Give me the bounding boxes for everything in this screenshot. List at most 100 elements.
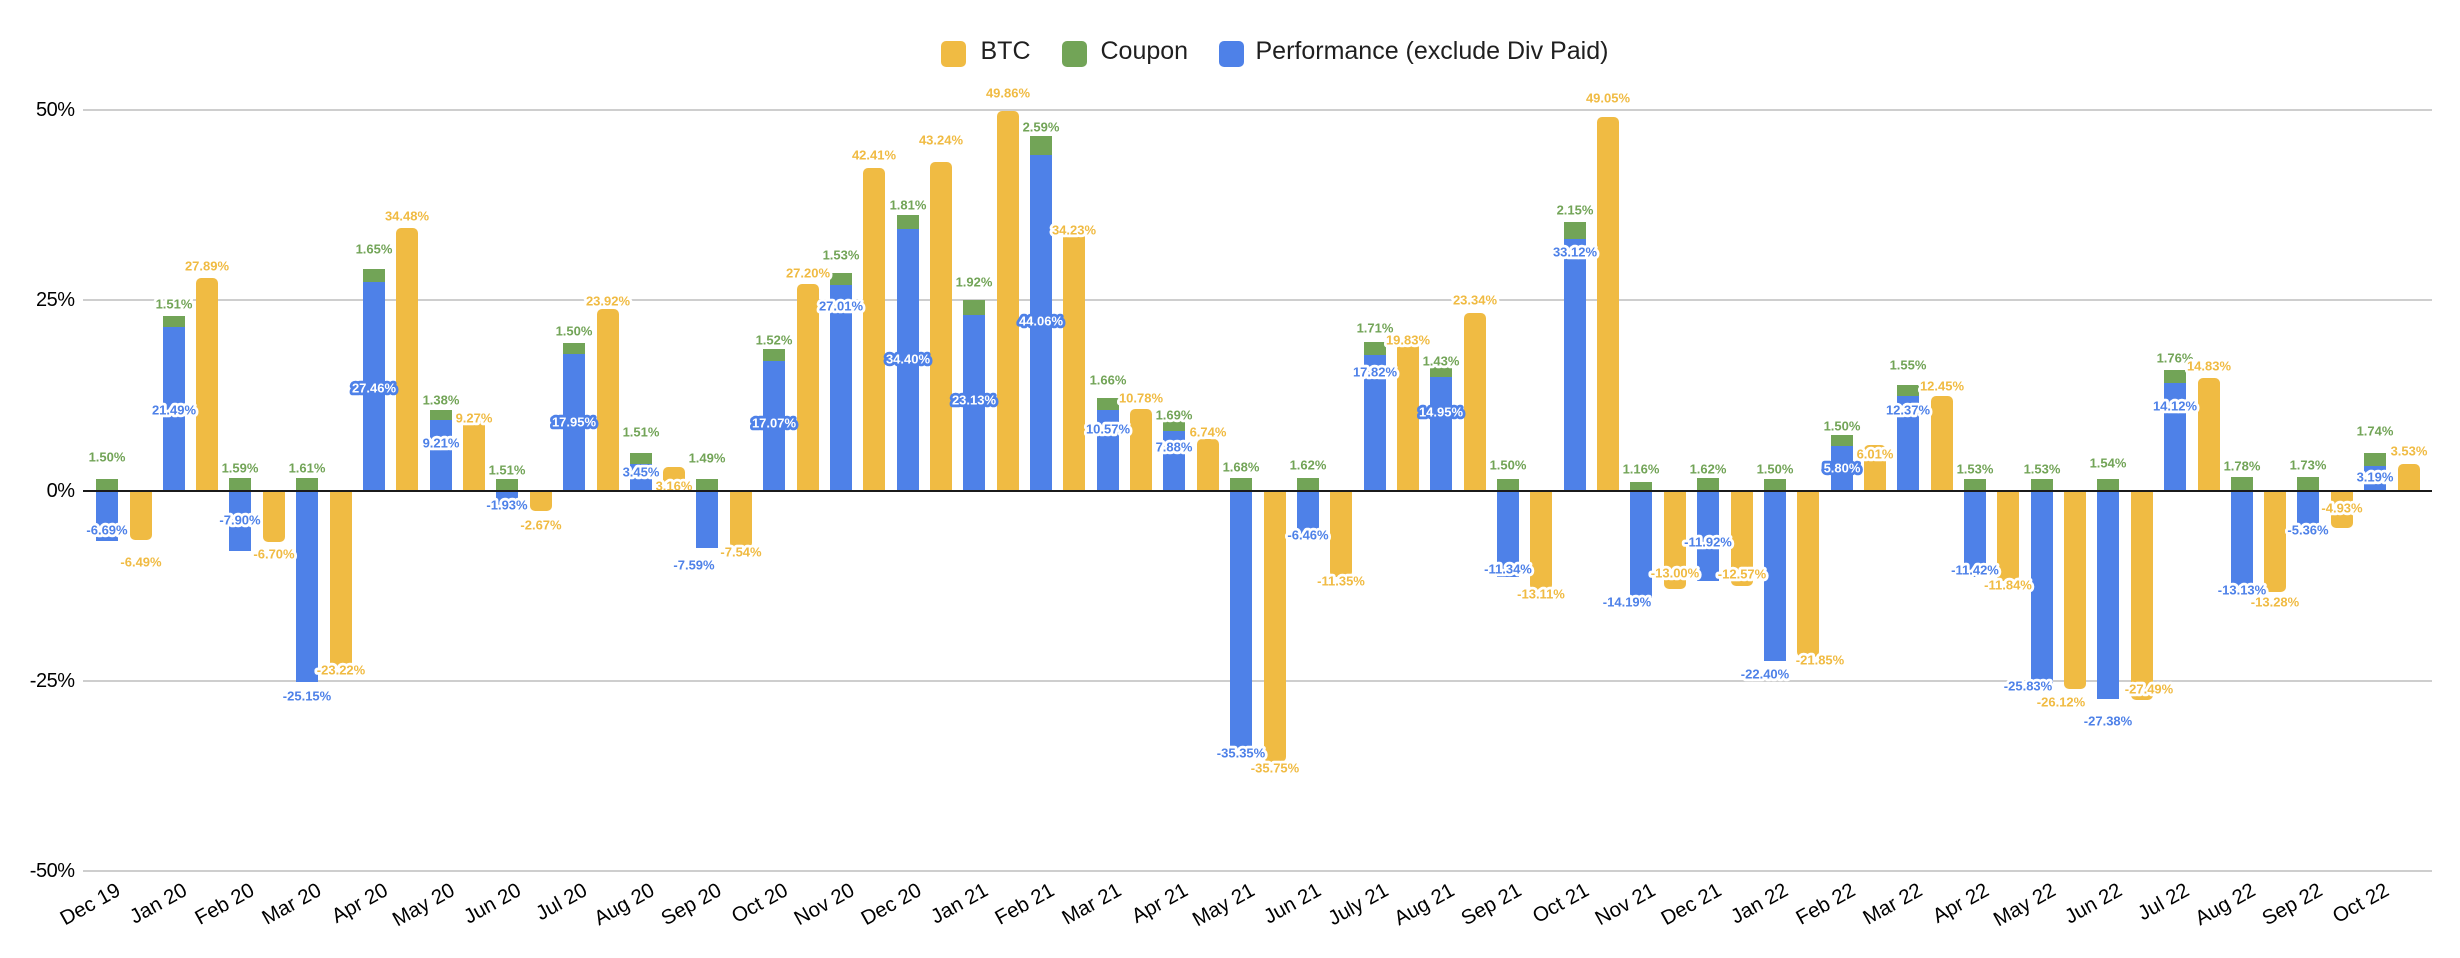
svg-text:17.07%: 17.07%: [752, 416, 797, 431]
svg-text:23.13%: 23.13%: [952, 393, 997, 408]
svg-text:-13.00%: -13.00%: [1651, 566, 1700, 581]
svg-text:2.15%: 2.15%: [1556, 202, 1593, 217]
svg-text:3.53%: 3.53%: [2390, 444, 2427, 459]
svg-text:-27.49%: -27.49%: [2125, 681, 2174, 696]
svg-text:14.12%: 14.12%: [2153, 398, 2198, 413]
svg-text:1.55%: 1.55%: [1890, 357, 1927, 372]
svg-text:27.20%: 27.20%: [786, 265, 831, 280]
svg-text:33.12%: 33.12%: [1553, 244, 1598, 259]
svg-text:-22.40%: -22.40%: [1740, 666, 1789, 681]
svg-text:23.34%: 23.34%: [1453, 293, 1498, 308]
svg-text:-14.19%: -14.19%: [1603, 595, 1652, 610]
svg-text:-5.36%: -5.36%: [2288, 523, 2330, 538]
svg-text:1.16%: 1.16%: [1623, 462, 1660, 477]
svg-text:49.86%: 49.86%: [986, 85, 1031, 100]
svg-text:-1.93%: -1.93%: [487, 497, 529, 512]
svg-text:10.78%: 10.78%: [1119, 391, 1164, 406]
svg-text:17.95%: 17.95%: [552, 414, 597, 429]
svg-text:9.27%: 9.27%: [456, 410, 493, 425]
svg-text:1.69%: 1.69%: [1156, 408, 1193, 423]
svg-text:-13.11%: -13.11%: [1518, 586, 1566, 601]
svg-text:1.66%: 1.66%: [1089, 373, 1126, 388]
svg-text:1.50%: 1.50%: [1756, 462, 1793, 477]
svg-text:17.82%: 17.82%: [1352, 364, 1397, 379]
svg-text:1.50%: 1.50%: [556, 323, 593, 338]
svg-text:-11.34%: -11.34%: [1484, 562, 1532, 577]
svg-text:3.45%: 3.45%: [622, 465, 659, 480]
svg-text:1.43%: 1.43%: [1423, 354, 1460, 369]
svg-text:-13.28%: -13.28%: [2251, 594, 2300, 609]
svg-text:27.01%: 27.01%: [819, 299, 864, 314]
svg-text:1.59%: 1.59%: [222, 460, 259, 475]
svg-text:1.53%: 1.53%: [2023, 461, 2060, 476]
svg-text:-2.67%: -2.67%: [520, 517, 562, 532]
svg-text:-35.35%: -35.35%: [1217, 745, 1266, 760]
svg-text:-13.13%: -13.13%: [2217, 582, 2266, 597]
svg-text:-6.46%: -6.46%: [1287, 527, 1329, 542]
svg-text:42.41%: 42.41%: [852, 147, 897, 162]
svg-text:14.83%: 14.83%: [2186, 359, 2231, 374]
svg-text:-12.57%: -12.57%: [1717, 567, 1766, 582]
svg-text:23.92%: 23.92%: [585, 294, 630, 309]
svg-text:-25.83%: -25.83%: [2003, 678, 2052, 693]
svg-text:1.73%: 1.73%: [2290, 458, 2327, 473]
svg-text:1.76%: 1.76%: [2157, 351, 2194, 366]
svg-text:2.59%: 2.59%: [1022, 119, 1059, 134]
svg-text:1.54%: 1.54%: [2090, 455, 2127, 470]
svg-text:1.74%: 1.74%: [2357, 423, 2394, 438]
svg-text:27.46%: 27.46%: [352, 381, 397, 396]
svg-text:-23.22%: -23.22%: [316, 662, 365, 677]
svg-text:-7.90%: -7.90%: [220, 512, 262, 527]
svg-text:27.89%: 27.89%: [185, 259, 230, 274]
svg-text:10.57%: 10.57%: [1086, 421, 1131, 436]
svg-text:1.53%: 1.53%: [1956, 461, 1993, 476]
svg-text:9.21%: 9.21%: [422, 436, 459, 451]
svg-text:21.49%: 21.49%: [152, 403, 197, 418]
svg-text:1.65%: 1.65%: [355, 241, 392, 256]
svg-text:-27.38%: -27.38%: [2084, 714, 2133, 729]
svg-text:-25.15%: -25.15%: [283, 688, 332, 703]
svg-text:-21.85%: -21.85%: [1796, 653, 1845, 668]
svg-text:14.95%: 14.95%: [1419, 405, 1464, 420]
svg-text:1.81%: 1.81%: [889, 197, 926, 212]
svg-text:1.51%: 1.51%: [622, 425, 659, 440]
svg-text:-7.54%: -7.54%: [720, 545, 762, 560]
svg-text:6.74%: 6.74%: [1189, 424, 1226, 439]
svg-text:1.62%: 1.62%: [1289, 458, 1326, 473]
svg-text:-7.59%: -7.59%: [674, 558, 716, 573]
svg-text:6.01%: 6.01%: [1857, 447, 1894, 462]
svg-text:34.40%: 34.40%: [885, 352, 930, 367]
svg-text:5.80%: 5.80%: [1823, 461, 1860, 476]
svg-text:-11.35%: -11.35%: [1317, 573, 1365, 588]
svg-text:1.49%: 1.49%: [689, 451, 726, 466]
svg-text:1.50%: 1.50%: [1823, 418, 1860, 433]
svg-text:-11.42%: -11.42%: [1951, 562, 1999, 577]
svg-text:-6.69%: -6.69%: [86, 523, 128, 538]
svg-text:1.50%: 1.50%: [1489, 458, 1526, 473]
svg-text:1.62%: 1.62%: [1690, 462, 1727, 477]
svg-text:-11.84%: -11.84%: [1985, 577, 2033, 592]
svg-text:-6.49%: -6.49%: [120, 554, 162, 569]
svg-text:-6.70%: -6.70%: [253, 547, 295, 562]
svg-text:34.48%: 34.48%: [385, 209, 430, 224]
svg-text:1.78%: 1.78%: [2223, 459, 2260, 474]
svg-text:1.92%: 1.92%: [956, 275, 993, 290]
svg-text:1.51%: 1.51%: [489, 463, 526, 478]
svg-text:-11.92%: -11.92%: [1684, 534, 1732, 549]
svg-text:1.71%: 1.71%: [1356, 321, 1393, 336]
svg-text:49.05%: 49.05%: [1586, 91, 1631, 106]
svg-text:1.51%: 1.51%: [155, 297, 192, 312]
svg-text:43.24%: 43.24%: [919, 133, 964, 148]
svg-text:12.37%: 12.37%: [1886, 402, 1931, 417]
svg-text:7.88%: 7.88%: [1156, 439, 1193, 454]
svg-text:1.50%: 1.50%: [89, 450, 126, 465]
svg-text:-4.93%: -4.93%: [2321, 501, 2363, 516]
svg-text:34.23%: 34.23%: [1052, 223, 1097, 238]
svg-text:1.53%: 1.53%: [822, 247, 859, 262]
svg-text:-26.12%: -26.12%: [2037, 694, 2086, 709]
svg-text:3.19%: 3.19%: [2357, 470, 2394, 485]
svg-text:1.61%: 1.61%: [289, 460, 326, 475]
svg-text:19.83%: 19.83%: [1386, 333, 1431, 348]
svg-text:44.06%: 44.06%: [1019, 314, 1064, 329]
svg-text:-35.75%: -35.75%: [1250, 761, 1299, 776]
